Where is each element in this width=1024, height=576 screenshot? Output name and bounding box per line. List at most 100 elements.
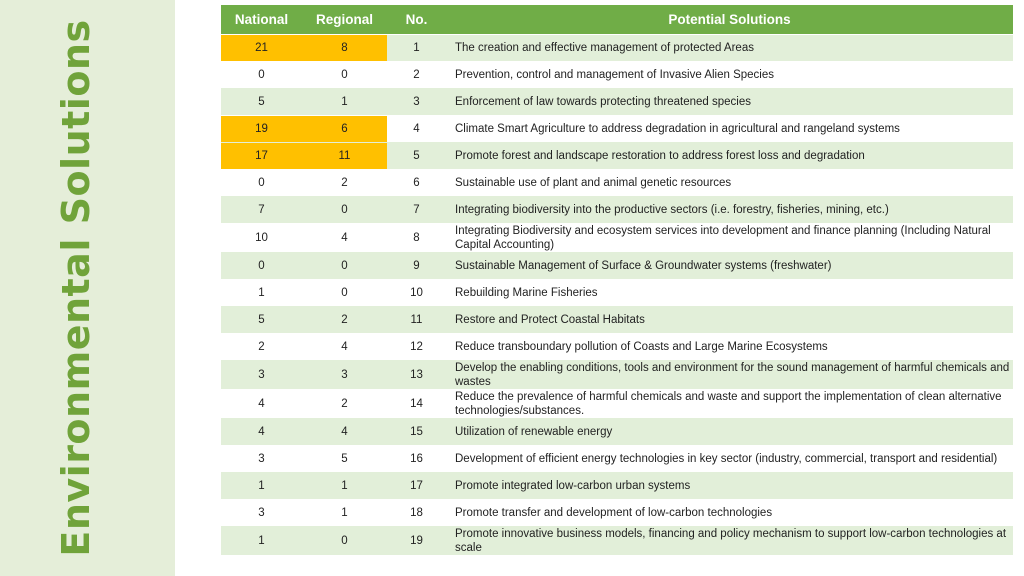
solution-cell: Promote transfer and development of low-… — [446, 499, 1013, 527]
table-row: 1 0 19 Promote innovative business models, … — [221, 526, 1013, 556]
national-cell: 0 — [221, 61, 302, 89]
solution-cell: Integrating biodiversity into the produc… — [446, 196, 1013, 224]
solution-cell: Development of efficient energy technolo… — [446, 445, 1013, 473]
regional-cell: 2 — [302, 306, 387, 334]
number-cell: 4 — [387, 115, 446, 143]
table-row: 4 2 14 Reduce the prevalence of harmful che… — [221, 389, 1013, 419]
regional-cell: 2 — [302, 389, 387, 419]
solution-cell: Prevention, control and management of In… — [446, 61, 1013, 89]
national-cell: 0 — [221, 252, 302, 280]
regional-cell: 0 — [302, 196, 387, 224]
number-cell: 2 — [387, 61, 446, 89]
solution-cell: Promote integrated low-carbon urban syst… — [446, 472, 1013, 500]
table-row: 2 4 12 Reduce transboundary pollution of Co… — [221, 333, 1013, 361]
regional-cell: 0 — [302, 526, 387, 556]
table-row: 7 0 7 Integrating biodiversity into the pro… — [221, 196, 1013, 224]
number-cell: 16 — [387, 445, 446, 473]
national-cell: 3 — [221, 499, 302, 527]
number-cell: 13 — [387, 360, 446, 390]
solution-cell: Climate Smart Agriculture to address deg… — [446, 115, 1013, 143]
number-cell: 7 — [387, 196, 446, 224]
table-row: 3 3 13 Develop the enabling conditions, too… — [221, 360, 1013, 390]
side-panel: Environmental Solutions — [0, 0, 175, 576]
number-cell: 6 — [387, 169, 446, 197]
regional-cell: 0 — [302, 279, 387, 307]
table-row: 1 1 17 Promote integrated low-carbon urban … — [221, 472, 1013, 500]
solution-cell: Reduce transboundary pollution of Coasts… — [446, 333, 1013, 361]
solution-cell: Reduce the prevalence of harmful chemica… — [446, 389, 1013, 419]
national-cell: 4 — [221, 389, 302, 419]
solution-cell: Rebuilding Marine Fisheries — [446, 279, 1013, 307]
number-cell: 1 — [387, 34, 446, 62]
number-cell: 5 — [387, 142, 446, 170]
table-row: 21 8 1 The creation and effective managemen… — [221, 34, 1013, 62]
national-cell: 1 — [221, 279, 302, 307]
solution-cell: Promote forest and landscape restoration… — [446, 142, 1013, 170]
header-national: National — [221, 5, 302, 35]
national-cell: 3 — [221, 445, 302, 473]
national-cell: 5 — [221, 88, 302, 116]
table-row: 5 1 3 Enforcement of law towards protecting… — [221, 88, 1013, 116]
regional-cell: 11 — [302, 142, 387, 170]
regional-cell: 5 — [302, 445, 387, 473]
regional-cell: 1 — [302, 472, 387, 500]
regional-cell: 0 — [302, 61, 387, 89]
table-row: 4 4 15 Utilization of renewable energy — [221, 418, 1013, 446]
solution-cell: Sustainable Management of Surface & Grou… — [446, 252, 1013, 280]
number-cell: 14 — [387, 389, 446, 419]
national-cell: 0 — [221, 169, 302, 197]
national-cell: 1 — [221, 472, 302, 500]
number-cell: 18 — [387, 499, 446, 527]
number-cell: 8 — [387, 223, 446, 253]
table-header-row: National Regional No. Potential Solution… — [221, 5, 1013, 35]
national-cell: 1 — [221, 526, 302, 556]
table-row: 0 2 6 Sustainable use of plant and animal g… — [221, 169, 1013, 197]
national-cell: 10 — [221, 223, 302, 253]
regional-cell: 1 — [302, 88, 387, 116]
table-row: 3 5 16 Development of efficient energy tech… — [221, 445, 1013, 473]
solution-cell: The creation and effective management of… — [446, 34, 1013, 62]
national-cell: 3 — [221, 360, 302, 390]
regional-cell: 3 — [302, 360, 387, 390]
number-cell: 19 — [387, 526, 446, 556]
regional-cell: 2 — [302, 169, 387, 197]
regional-cell: 4 — [302, 223, 387, 253]
solutions-table: National Regional No. Potential Solution… — [221, 5, 1013, 556]
table-row: 19 6 4 Climate Smart Agriculture to address… — [221, 115, 1013, 143]
table-row: 0 0 2 Prevention, control and management of… — [221, 61, 1013, 89]
number-cell: 3 — [387, 88, 446, 116]
number-cell: 17 — [387, 472, 446, 500]
regional-cell: 8 — [302, 34, 387, 62]
solution-cell: Develop the enabling conditions, tools a… — [446, 360, 1013, 390]
national-cell: 2 — [221, 333, 302, 361]
regional-cell: 6 — [302, 115, 387, 143]
solution-cell: Utilization of renewable energy — [446, 418, 1013, 446]
header-regional: Regional — [302, 5, 387, 35]
national-cell: 19 — [221, 115, 302, 143]
number-cell: 10 — [387, 279, 446, 307]
table-row: 1 0 10 Rebuilding Marine Fisheries — [221, 279, 1013, 307]
table-row: 3 1 18 Promote transfer and development of … — [221, 499, 1013, 527]
number-cell: 9 — [387, 252, 446, 280]
solution-cell: Promote innovative business models, fina… — [446, 526, 1013, 556]
national-cell: 5 — [221, 306, 302, 334]
slide-title: Environmental Solutions — [54, 19, 98, 557]
regional-cell: 4 — [302, 333, 387, 361]
national-cell: 7 — [221, 196, 302, 224]
national-cell: 17 — [221, 142, 302, 170]
number-cell: 12 — [387, 333, 446, 361]
table-body: 21 8 1 The creation and effective managemen… — [221, 34, 1013, 556]
header-potential-solutions: Potential Solutions — [446, 5, 1013, 35]
solution-cell: Restore and Protect Coastal Habitats — [446, 306, 1013, 334]
regional-cell: 4 — [302, 418, 387, 446]
solution-cell: Sustainable use of plant and animal gene… — [446, 169, 1013, 197]
regional-cell: 0 — [302, 252, 387, 280]
national-cell: 4 — [221, 418, 302, 446]
national-cell: 21 — [221, 34, 302, 62]
table-row: 10 4 8 Integrating Biodiversity and ecosyst… — [221, 223, 1013, 253]
number-cell: 15 — [387, 418, 446, 446]
table-row: 17 11 5 Promote forest and landscape restor… — [221, 142, 1013, 170]
table-row: 5 2 11 Restore and Protect Coastal Habitats — [221, 306, 1013, 334]
solution-cell: Integrating Biodiversity and ecosystem s… — [446, 223, 1013, 253]
table-row: 0 0 9 Sustainable Management of Surface & G… — [221, 252, 1013, 280]
